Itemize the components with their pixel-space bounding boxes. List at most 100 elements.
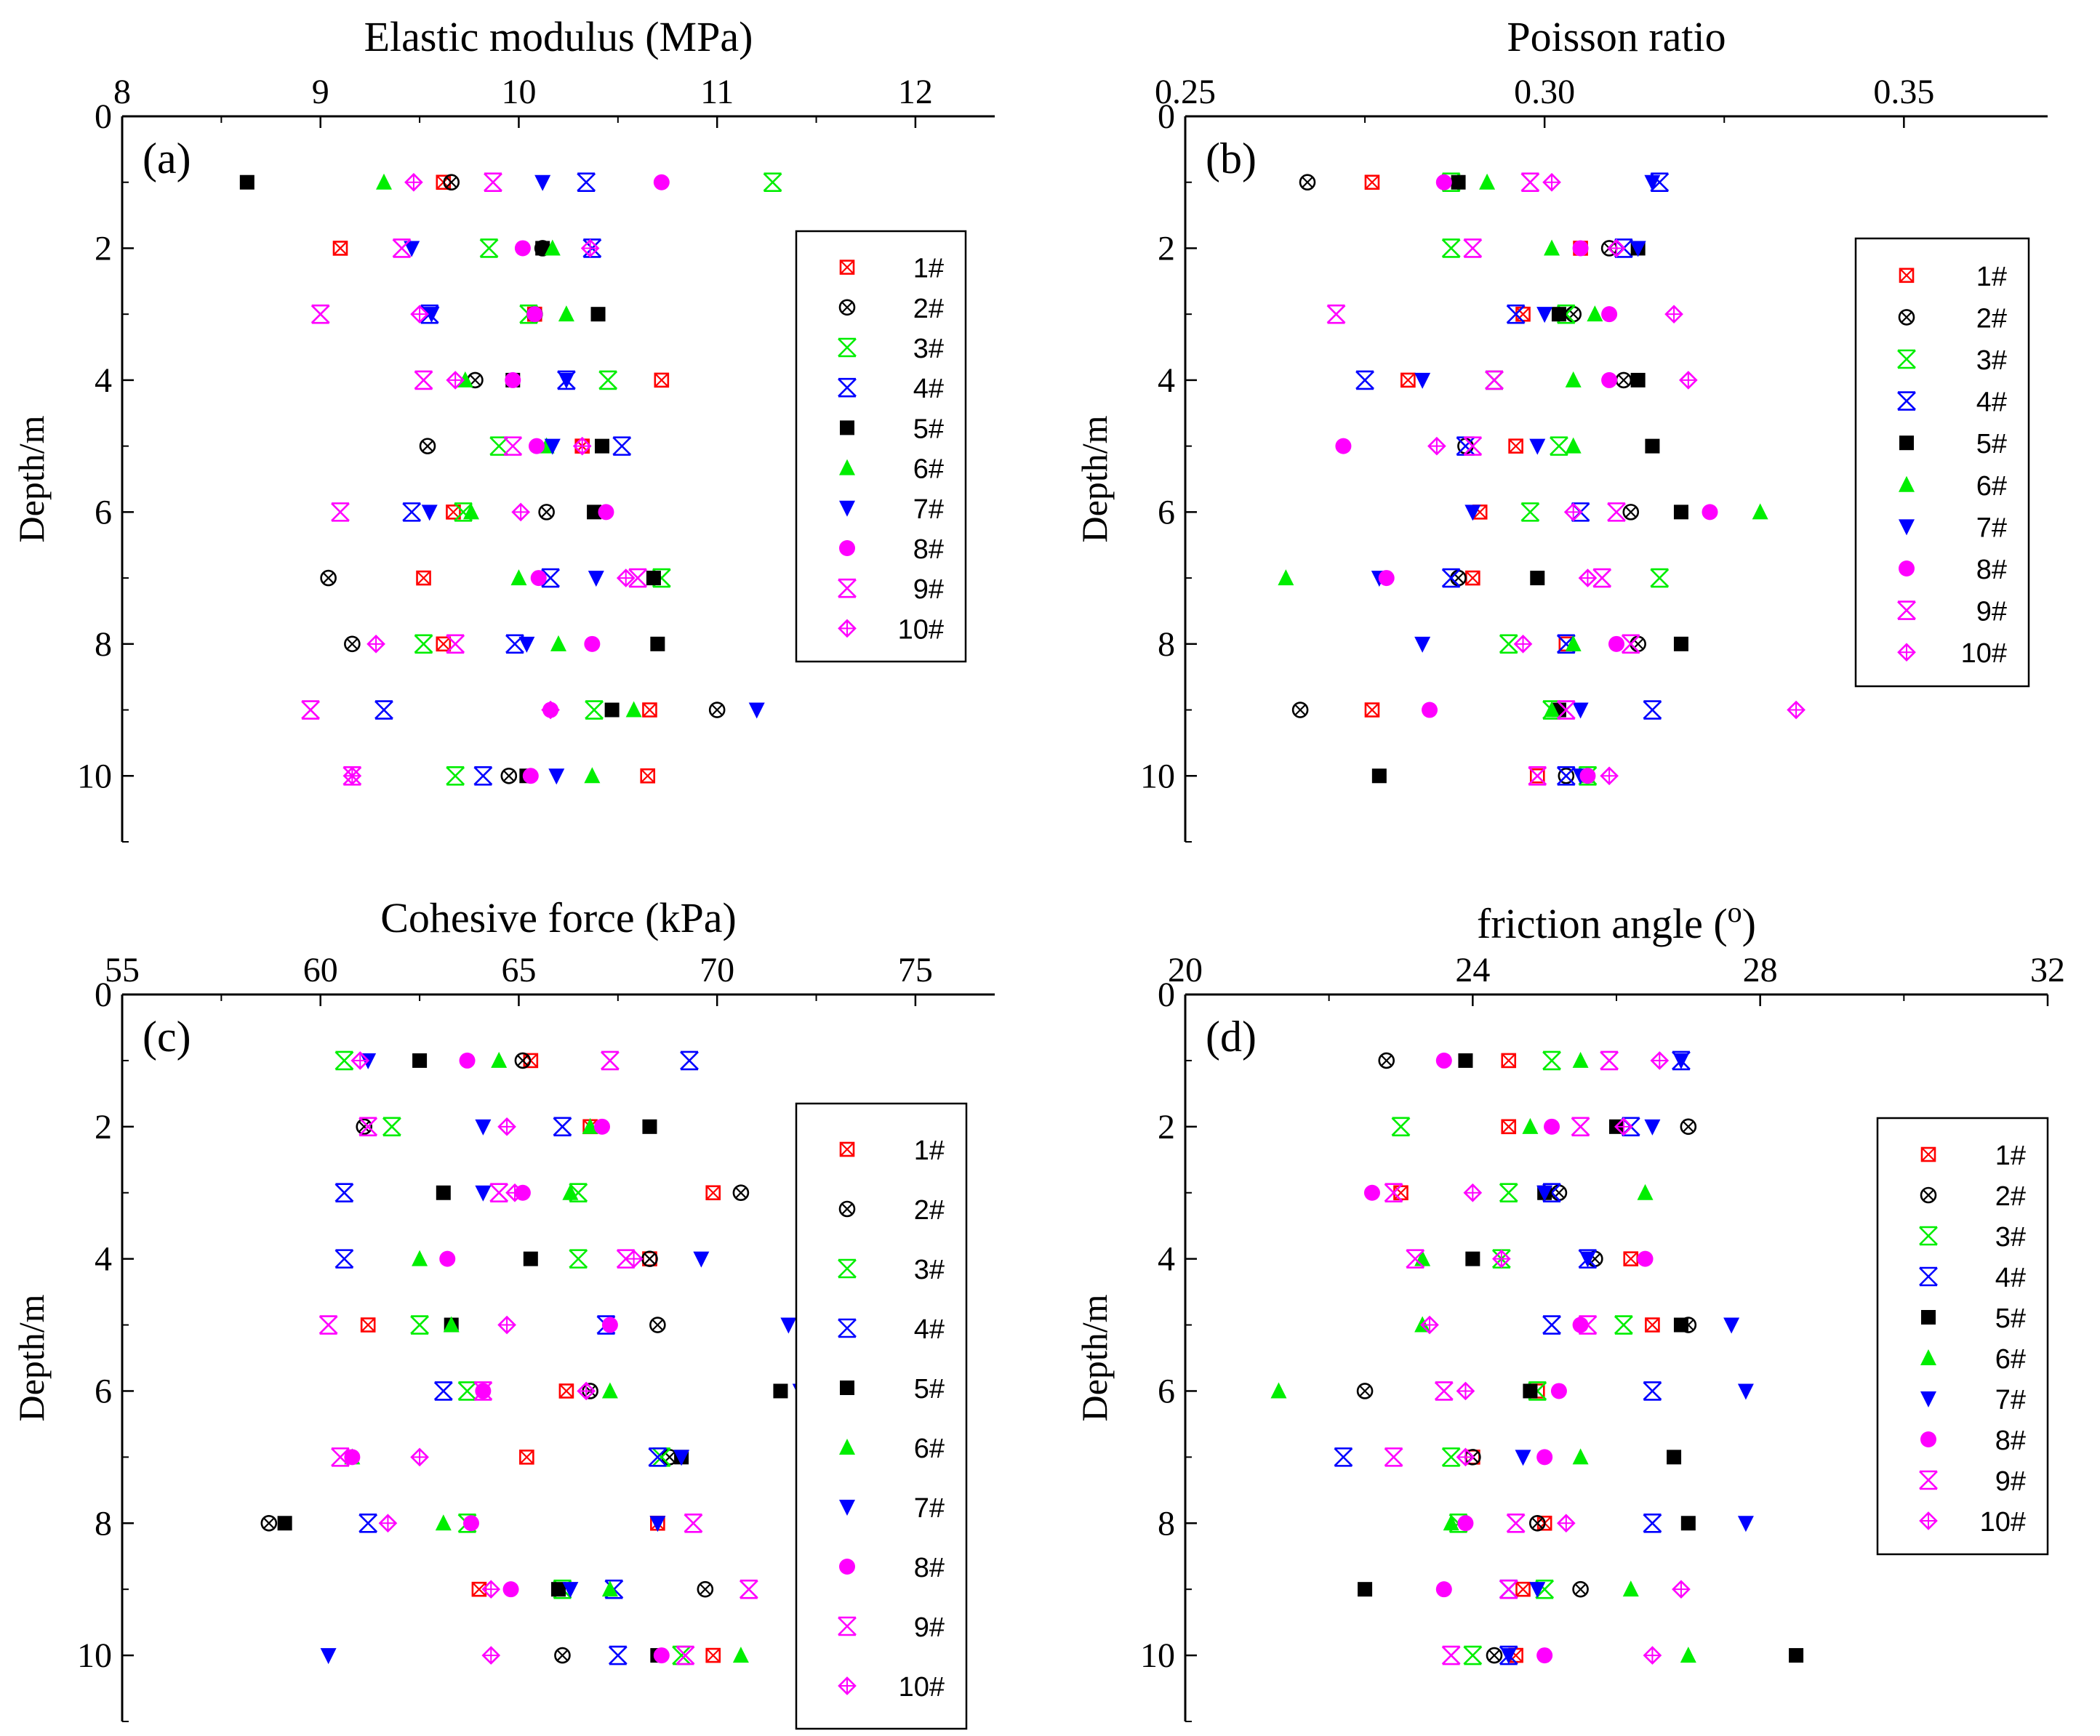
data-point-4 xyxy=(334,1249,354,1269)
legend-marker xyxy=(1897,391,1916,411)
legend-label: 3# xyxy=(913,334,944,364)
data-point-9 xyxy=(1607,502,1626,522)
data-point-8 xyxy=(1702,504,1718,521)
data-point-10 xyxy=(505,1183,524,1202)
data-point-2 xyxy=(1299,174,1316,191)
data-point-4 xyxy=(612,436,632,456)
legend-marker xyxy=(1920,1146,1936,1162)
data-point-7 xyxy=(1464,505,1481,521)
legend-label: 2# xyxy=(1995,1181,2026,1212)
data-point-9 xyxy=(489,1183,509,1203)
legend-item: 5# xyxy=(1921,1303,2026,1334)
data-point-2 xyxy=(641,1250,658,1267)
data-point-4 xyxy=(358,1513,378,1533)
y-tick-label: 4 xyxy=(95,1240,112,1279)
data-point-7 xyxy=(1644,174,1661,191)
x-tick-label: 0.25 xyxy=(1155,73,1216,111)
x-tick-label: 10 xyxy=(501,73,536,111)
legend-marker xyxy=(838,337,857,358)
data-point-10 xyxy=(1513,634,1533,654)
data-point-8 xyxy=(584,635,601,652)
legend-item: 3# xyxy=(838,334,944,364)
legend-item: 10# xyxy=(1897,638,2007,669)
data-point-2 xyxy=(732,1184,750,1202)
data-point-9 xyxy=(414,370,433,390)
legend-label: 1# xyxy=(913,254,944,284)
y-tick-label: 4 xyxy=(95,361,112,400)
data-point-10 xyxy=(1463,1183,1483,1202)
data-point-10 xyxy=(1664,305,1683,324)
x-tick-label: 9 xyxy=(312,73,329,111)
data-point-4 xyxy=(374,700,393,720)
data-point-5 xyxy=(1371,768,1387,784)
data-point-1 xyxy=(1501,1053,1517,1069)
data-point-6 xyxy=(601,1580,618,1597)
data-point-3 xyxy=(763,172,782,193)
legend-item: 4# xyxy=(1919,1263,2026,1293)
y-tick-label: 0 xyxy=(95,976,112,1014)
data-point-7 xyxy=(1644,1119,1661,1136)
data-point-2 xyxy=(1356,1383,1374,1399)
data-point-10 xyxy=(1420,1315,1439,1335)
data-point-4 xyxy=(1456,436,1475,456)
data-point-5 xyxy=(650,636,665,651)
legend-marker xyxy=(1899,560,1915,576)
legend-label: 6# xyxy=(913,454,944,485)
data-point-6 xyxy=(1544,701,1560,718)
panel-label: (a) xyxy=(143,134,191,182)
data-point-10 xyxy=(1556,1514,1576,1533)
data-point-1 xyxy=(1501,1119,1517,1135)
legend-label: 7# xyxy=(914,1493,945,1524)
legend-marker xyxy=(838,377,857,398)
legend-item: 2# xyxy=(838,294,944,324)
legend-marker xyxy=(1897,643,1916,662)
data-point-2 xyxy=(649,1317,666,1333)
data-point-7 xyxy=(780,1317,797,1334)
data-point-4 xyxy=(553,1117,572,1137)
data-point-2 xyxy=(1572,1580,1589,1598)
data-point-9 xyxy=(739,1579,758,1599)
data-point-10 xyxy=(580,238,600,258)
legend-item: 10# xyxy=(838,1672,945,1703)
data-point-2 xyxy=(1528,1514,1546,1532)
legend-marker xyxy=(839,540,855,556)
legend-item: 9# xyxy=(838,1612,945,1643)
x-tick-label: 0.30 xyxy=(1514,73,1575,111)
legend-item: 8# xyxy=(1920,1426,2026,1456)
legend-marker xyxy=(1899,435,1914,451)
legend-label: 10# xyxy=(1980,1507,2026,1538)
data-point-2 xyxy=(1378,1052,1395,1069)
legend-marker xyxy=(1920,1186,1937,1204)
data-point-10 xyxy=(577,1381,596,1401)
data-point-10 xyxy=(1563,502,1583,522)
legend-label: 9# xyxy=(1976,597,2007,627)
data-point-9 xyxy=(331,502,350,522)
data-point-6 xyxy=(544,239,561,256)
legend-label: 4# xyxy=(1976,387,2007,418)
data-point-2 xyxy=(538,504,555,521)
data-point-7 xyxy=(548,768,565,785)
data-point-4 xyxy=(648,1447,668,1467)
data-point-10 xyxy=(350,1051,370,1070)
legend-item: 5# xyxy=(840,1374,945,1405)
legend-label: 8# xyxy=(914,1553,945,1583)
data-point-9 xyxy=(484,172,502,193)
legend-label: 8# xyxy=(913,534,944,565)
data-point-10 xyxy=(1427,436,1446,456)
legend-box xyxy=(795,230,967,663)
data-point-8 xyxy=(1572,1317,1589,1333)
data-point-4 xyxy=(1506,304,1526,324)
data-point-9 xyxy=(1520,172,1540,193)
data-point-6 xyxy=(463,503,479,520)
legend-label: 9# xyxy=(914,1612,945,1643)
legend-label: 8# xyxy=(1976,555,2007,585)
data-point-3 xyxy=(1441,1447,1461,1467)
data-point-4 xyxy=(1441,568,1461,588)
data-points xyxy=(239,172,782,786)
data-point-9 xyxy=(1384,1447,1403,1467)
legend-item: 9# xyxy=(838,574,944,605)
data-point-7 xyxy=(475,1185,492,1202)
legend-item: 7# xyxy=(1920,1385,2026,1415)
y-axis-label: Depth/m xyxy=(11,415,52,542)
legend-marker xyxy=(840,420,854,435)
